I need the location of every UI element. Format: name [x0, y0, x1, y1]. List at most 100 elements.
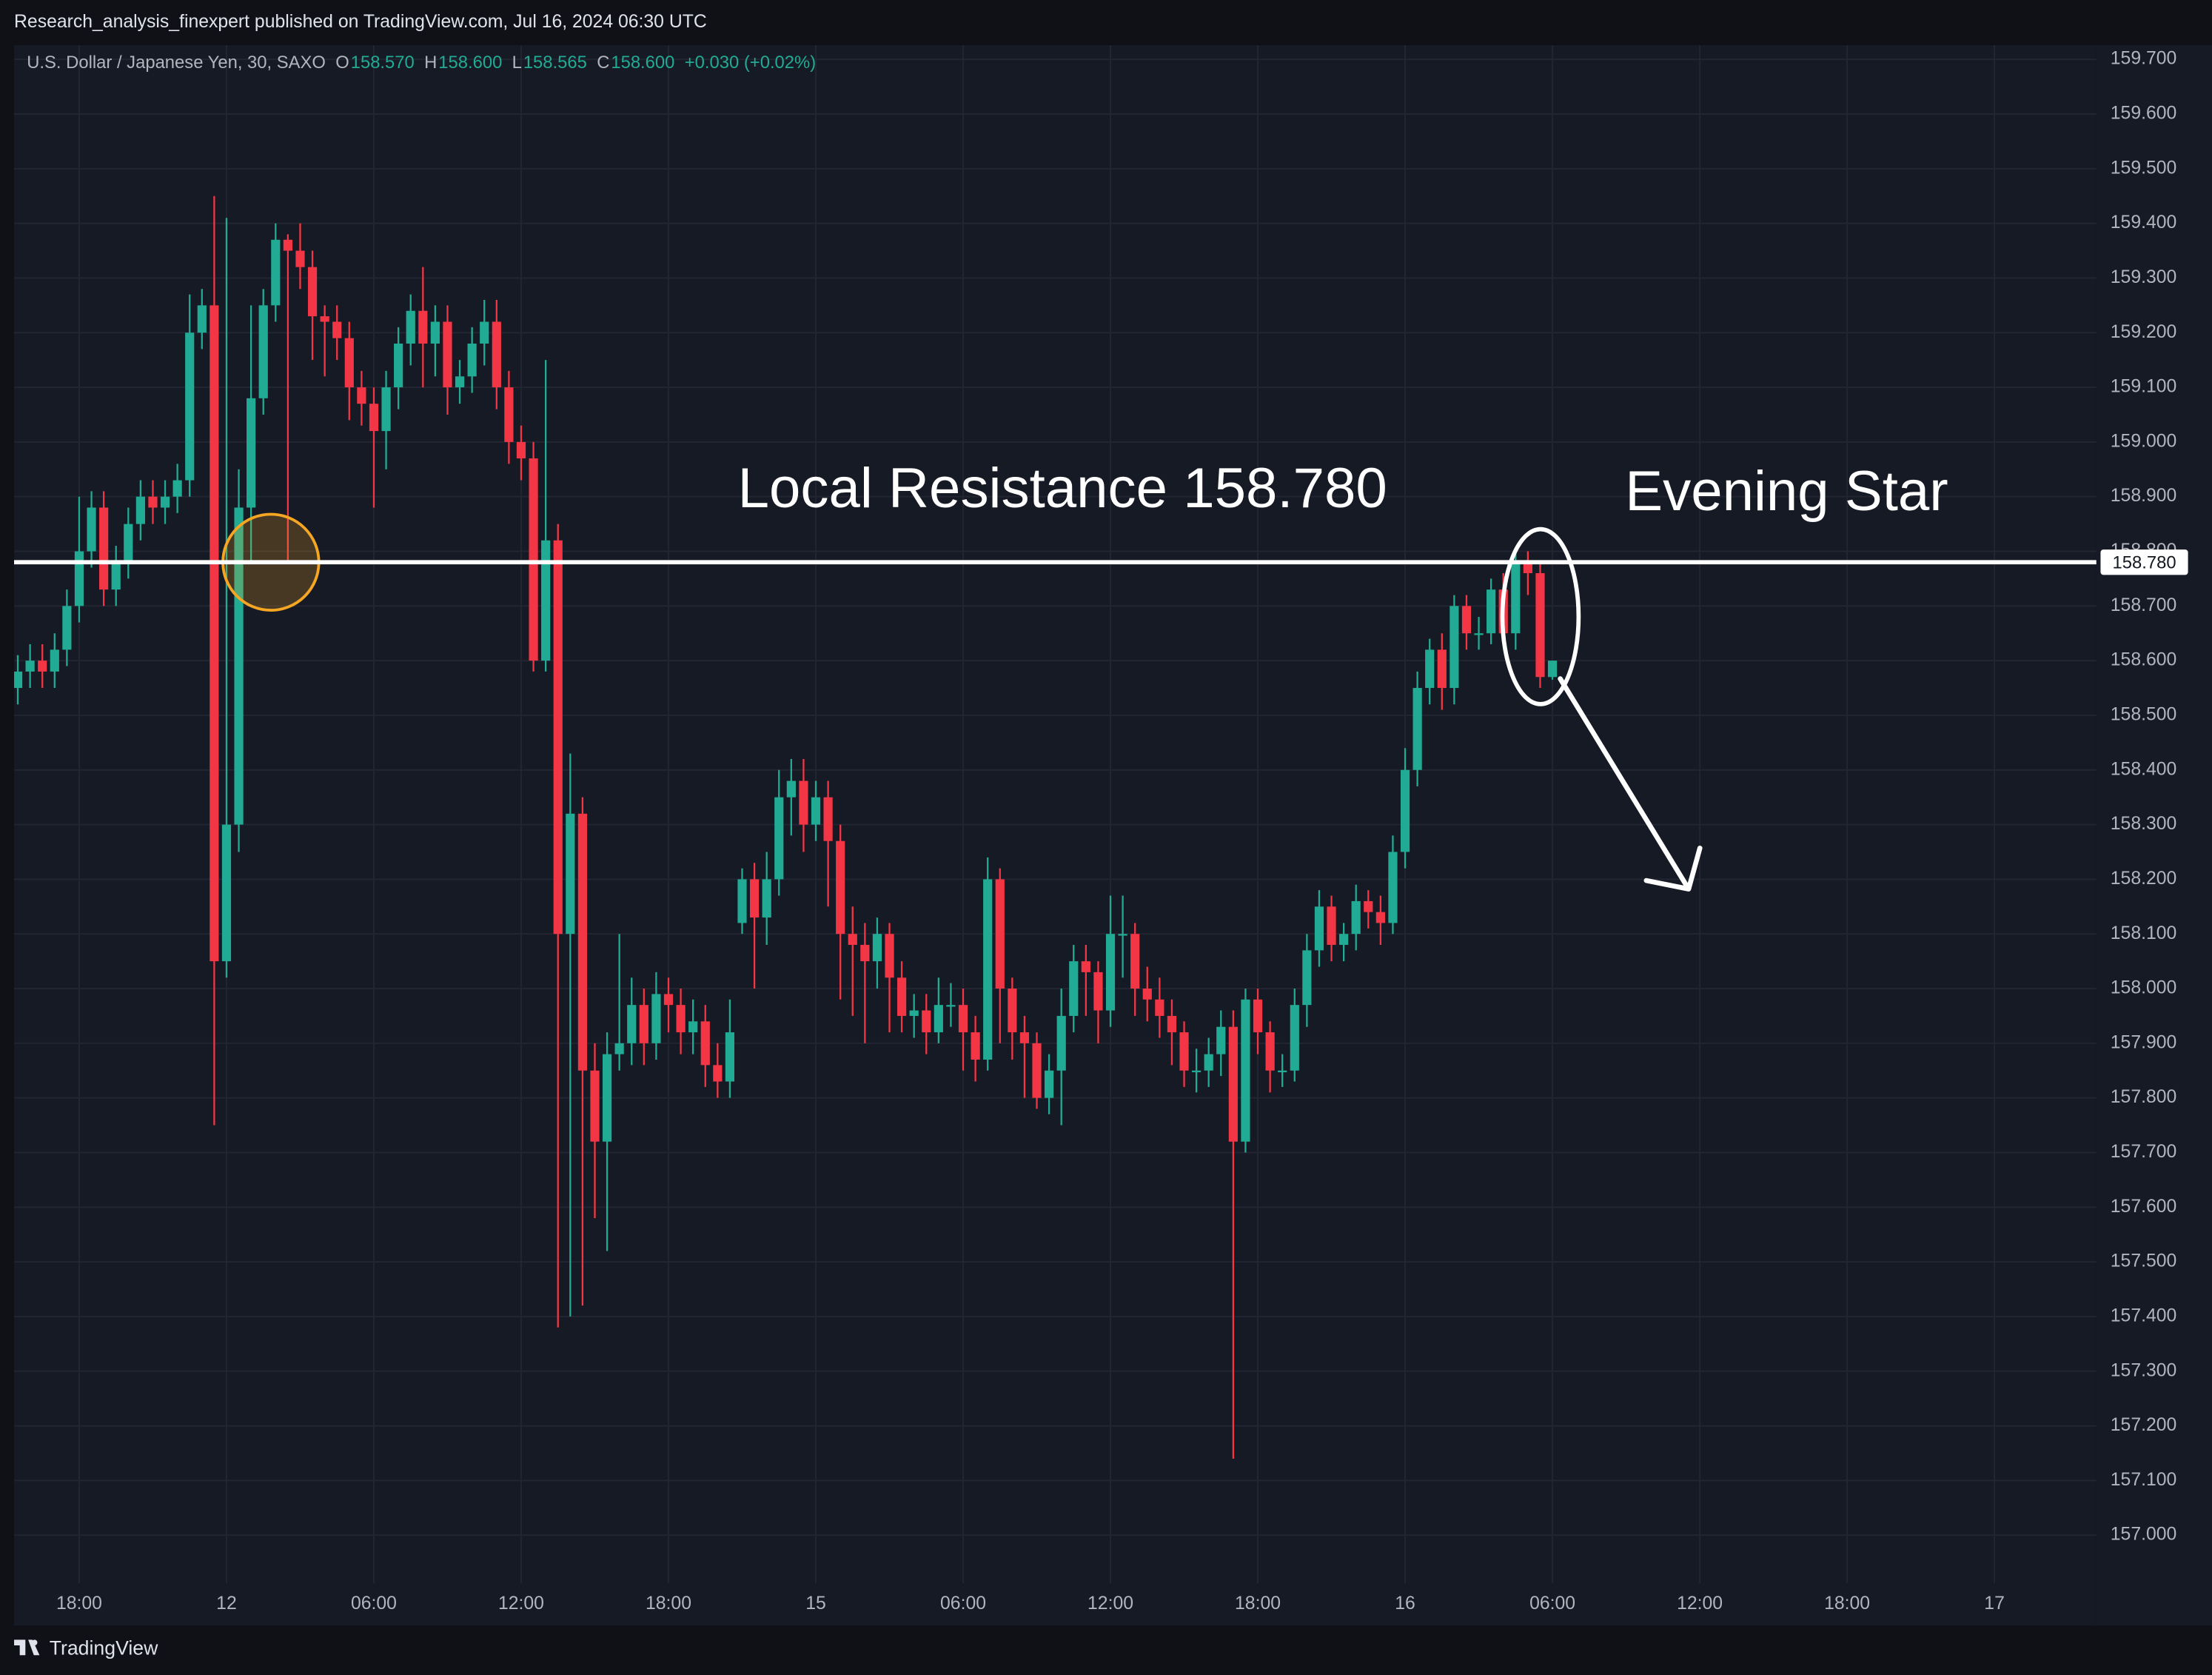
candle-body — [1253, 999, 1263, 1033]
candle-body — [1425, 649, 1435, 689]
candle-body — [1204, 1054, 1213, 1071]
y-tick-label: 157.900 — [2111, 1032, 2177, 1052]
candle-body — [737, 879, 747, 923]
candle-body — [860, 944, 870, 962]
candle-body — [885, 934, 894, 978]
candle-body — [160, 496, 170, 508]
x-tick-label: 12 — [216, 1594, 237, 1614]
candle-body — [566, 813, 575, 935]
overlay: 159.700 159.600 159.500 159.400 159.300 159.2… — [14, 49, 2188, 1614]
candle-body — [1461, 606, 1472, 634]
legend-value: 158.565 — [523, 53, 587, 73]
candle-body — [135, 496, 145, 524]
candle-body — [406, 310, 415, 344]
candle-body — [663, 994, 674, 1006]
candle-body — [1032, 1043, 1042, 1098]
legend-key: L — [512, 53, 522, 73]
candle-body — [602, 1054, 612, 1142]
candle-body — [332, 321, 342, 338]
candle-body — [627, 1005, 637, 1043]
price-label: 158.780 — [2112, 552, 2176, 572]
candle-body — [111, 562, 121, 590]
candle-body — [394, 344, 403, 388]
candle-body — [148, 496, 158, 508]
y-tick-label: 157.400 — [2111, 1305, 2177, 1325]
candle-body — [1167, 1015, 1177, 1033]
y-tick-label: 157.200 — [2111, 1415, 2177, 1435]
candle-body — [1008, 989, 1017, 1033]
price-label-box — [2100, 549, 2188, 575]
legend-value: 158.570 — [351, 53, 415, 73]
candle-body — [848, 934, 857, 945]
y-tick-label: 158.200 — [2111, 869, 2177, 889]
candle-body — [455, 376, 465, 388]
candle-body — [1045, 1070, 1054, 1098]
x-tick-label: 15 — [805, 1594, 826, 1614]
x-tick-label: 18:00 — [56, 1594, 102, 1614]
candle-body — [1130, 934, 1140, 989]
footer-logo — [14, 1639, 40, 1656]
y-tick-label: 157.600 — [2111, 1197, 2177, 1217]
candle-body — [1093, 972, 1103, 1011]
y-tick-label: 159.200 — [2111, 322, 2177, 342]
candle-body — [172, 480, 182, 497]
candle-body — [1302, 950, 1312, 1006]
candle-body — [577, 813, 588, 1071]
candle-body — [443, 321, 452, 388]
candle-body — [1511, 562, 1521, 634]
candle-body — [958, 1005, 968, 1033]
candle-body — [1351, 900, 1361, 935]
candle-body — [651, 994, 661, 1043]
candle-body — [1364, 900, 1373, 912]
footer-brand: TradingView — [50, 1637, 158, 1659]
x-tick-label: 06:00 — [1529, 1594, 1575, 1614]
candle-body — [1400, 769, 1410, 852]
y-tick-label: 158.000 — [2111, 978, 2177, 998]
y-tick-label: 157.500 — [2111, 1251, 2177, 1271]
candle-body — [983, 879, 993, 1060]
y-tick-label: 158.900 — [2111, 486, 2177, 506]
candle-body — [307, 267, 318, 317]
candle-body — [749, 879, 760, 918]
candle-body — [1105, 934, 1116, 1011]
candle-body — [995, 879, 1005, 989]
candle-body — [1327, 906, 1336, 945]
x-tick-label: 16 — [1395, 1594, 1415, 1614]
candle-body — [1449, 606, 1459, 689]
candle-body — [1155, 999, 1164, 1016]
candle-body — [197, 305, 207, 333]
legend-key: O — [335, 53, 349, 73]
candle-body — [185, 332, 195, 481]
candle-body — [1216, 1026, 1226, 1054]
y-tick-label: 159.300 — [2111, 267, 2177, 287]
candle-body — [1278, 1070, 1287, 1073]
candle-body — [357, 387, 366, 404]
candle-body — [418, 310, 428, 344]
candle-body — [1118, 934, 1127, 936]
candle-body — [467, 344, 477, 377]
candle-body — [688, 1021, 698, 1033]
candle-body — [62, 606, 72, 650]
candle-body — [700, 1021, 710, 1066]
candle-body — [430, 321, 440, 344]
candle-body — [1265, 1032, 1275, 1071]
plot-background — [14, 44, 2097, 1626]
candle-body — [234, 507, 244, 825]
candle-body — [1142, 989, 1152, 1000]
candle-body — [1192, 1070, 1201, 1073]
down-arrow — [1558, 676, 1703, 892]
candle-body — [934, 1005, 943, 1033]
legend-value: 158.600 — [611, 53, 674, 73]
candle-body — [1487, 589, 1496, 634]
y-tick-label: 158.400 — [2111, 759, 2177, 779]
y-tick-label: 159.100 — [2111, 377, 2177, 397]
x-tick-label: 12:00 — [498, 1594, 544, 1614]
candle-body — [1437, 649, 1447, 689]
candle-body — [836, 840, 845, 935]
candle-body — [872, 934, 882, 962]
candle-body — [1339, 934, 1349, 945]
candle-body — [74, 551, 84, 606]
candle-body — [504, 387, 514, 442]
